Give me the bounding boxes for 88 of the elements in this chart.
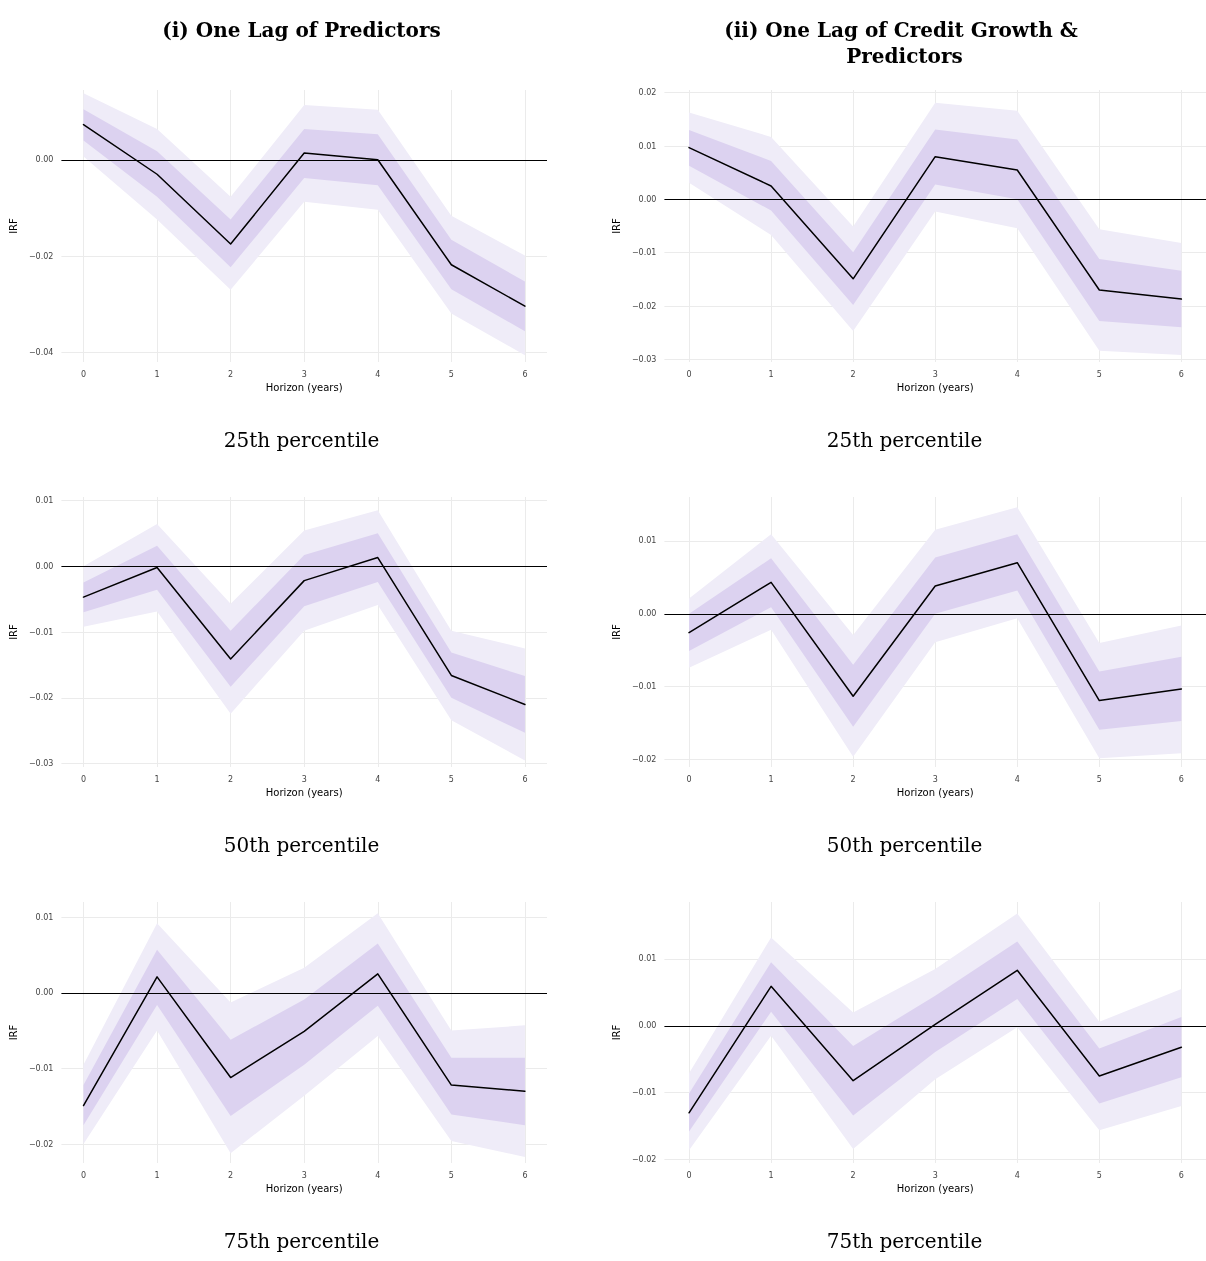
y-tick-label: 0.01	[638, 954, 657, 964]
x-tick-label: 5	[448, 774, 454, 784]
y-tick-label: 0.00	[638, 1021, 657, 1031]
y-tick-label: −0.03	[28, 759, 54, 769]
text: 75th percentile	[223, 1229, 380, 1253]
x-tick-label: 6	[522, 774, 528, 784]
x-tick-label: 6	[522, 369, 528, 379]
x-axis-title: Horizon (years)	[896, 1183, 974, 1195]
x-tick-label: 4	[1014, 1170, 1020, 1180]
x-tick-label: 6	[522, 1170, 528, 1180]
y-tick-label: 0.00	[35, 561, 54, 571]
y-axis-title: IRF	[7, 217, 19, 234]
x-tick-label: 4	[1014, 369, 1020, 379]
text: 75th percentile	[826, 1229, 983, 1253]
x-tick-label: 0	[686, 369, 692, 379]
text: 25th percentile	[826, 428, 983, 452]
x-axis-title: Horizon (years)	[265, 787, 343, 799]
x-tick-label: 4	[1014, 774, 1020, 784]
y-tick-label: −0.03	[631, 354, 657, 364]
y-axis-title: IRF	[7, 1024, 19, 1041]
y-tick-label: −0.02	[631, 755, 657, 765]
y-tick-label: −0.01	[28, 627, 54, 637]
x-tick-label: 2	[850, 774, 856, 784]
x-tick-label: 2	[850, 369, 856, 379]
x-tick-label: 4	[375, 369, 381, 379]
x-tick-label: 5	[1096, 774, 1102, 784]
y-tick-label: −0.01	[631, 1088, 657, 1098]
text: 50th percentile	[223, 833, 380, 857]
x-tick-label: 0	[686, 1170, 692, 1180]
y-tick-label: 0.00	[638, 609, 657, 619]
y-tick-label: −0.01	[28, 1063, 54, 1073]
x-tick-label: 0	[80, 369, 87, 379]
x-tick-label: 1	[768, 1170, 774, 1180]
x-tick-label: 3	[301, 369, 307, 379]
y-tick-label: 0.00	[638, 194, 657, 204]
x-tick-label: 1	[154, 774, 160, 784]
y-tick-label: −0.02	[28, 1139, 54, 1149]
x-tick-label: 2	[228, 1170, 234, 1180]
x-tick-label: 6	[1178, 369, 1184, 379]
x-tick-label: 0	[686, 774, 692, 784]
x-tick-label: 2	[850, 1170, 856, 1180]
y-axis-title: IRF	[610, 217, 622, 234]
y-axis-title: IRF	[7, 623, 19, 640]
x-tick-label: 1	[154, 369, 160, 379]
x-tick-label: 3	[932, 774, 938, 784]
x-axis-title: Horizon (years)	[896, 787, 974, 799]
y-axis-title: IRF	[610, 1024, 622, 1041]
y-tick-label: 0.01	[35, 912, 54, 922]
x-tick-label: 3	[301, 774, 307, 784]
x-axis-title: Horizon (years)	[896, 382, 974, 394]
x-tick-label: 2	[228, 369, 234, 379]
y-tick-label: −0.01	[631, 682, 657, 692]
x-tick-label: 3	[301, 1170, 307, 1180]
x-tick-label: 3	[932, 1170, 938, 1180]
y-tick-label: 0.00	[35, 988, 54, 998]
x-tick-label: 1	[768, 774, 774, 784]
y-tick-label: −0.02	[28, 251, 54, 261]
x-axis-title: Horizon (years)	[265, 1183, 343, 1195]
chart-title: (ii) One Lag of Credit Growth & Predictors	[724, 18, 1085, 68]
chart-title: (i) One Lag of Predictors	[162, 18, 441, 42]
x-tick-label: 6	[1178, 1170, 1184, 1180]
x-tick-label: 2	[228, 774, 234, 784]
text: 50th percentile	[826, 833, 983, 857]
x-tick-label: 6	[1178, 774, 1184, 784]
x-tick-label: 0	[80, 1170, 87, 1180]
x-tick-label: 3	[932, 369, 938, 379]
x-tick-label: 5	[1096, 1170, 1102, 1180]
y-tick-label: −0.02	[631, 301, 657, 311]
x-axis-title: Horizon (years)	[265, 382, 343, 394]
text: 25th percentile	[223, 428, 380, 452]
y-tick-label: −0.01	[631, 248, 657, 258]
y-tick-label: 0.02	[638, 88, 657, 98]
y-tick-label: −0.02	[631, 1155, 657, 1165]
y-tick-label: −0.02	[28, 693, 54, 703]
y-tick-label: 0.01	[35, 495, 54, 505]
x-tick-label: 1	[768, 369, 774, 379]
x-tick-label: 4	[375, 774, 381, 784]
x-tick-label: 0	[80, 774, 87, 784]
y-tick-label: −0.04	[28, 347, 54, 357]
y-tick-label: 0.00	[35, 155, 54, 165]
x-tick-label: 5	[448, 369, 454, 379]
y-tick-label: 0.01	[638, 141, 657, 151]
x-tick-label: 5	[1096, 369, 1102, 379]
y-axis-title: IRF	[610, 623, 622, 640]
x-tick-label: 4	[375, 1170, 381, 1180]
y-tick-label: 0.01	[638, 536, 657, 546]
x-tick-label: 5	[448, 1170, 454, 1180]
x-tick-label: 1	[154, 1170, 160, 1180]
